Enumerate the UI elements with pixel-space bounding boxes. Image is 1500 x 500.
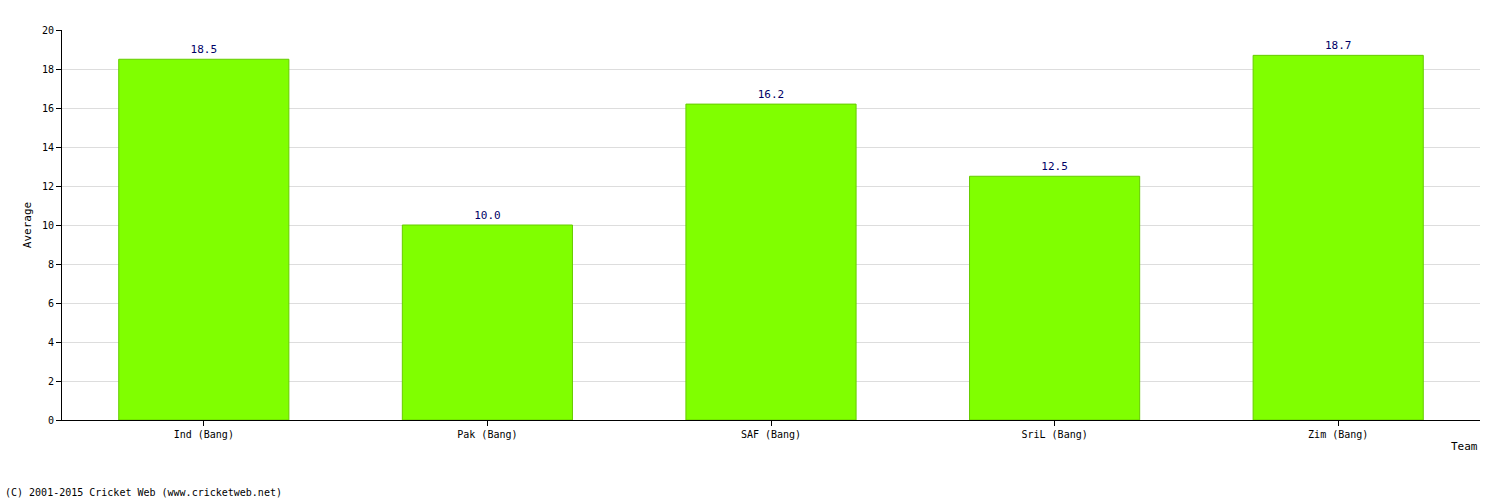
svg-text:16.2: 16.2 [758, 88, 785, 101]
svg-text:10.0: 10.0 [474, 209, 501, 222]
svg-text:2: 2 [48, 376, 54, 387]
svg-text:18.5: 18.5 [191, 43, 218, 56]
svg-text:12.5: 12.5 [1041, 160, 1068, 173]
svg-text:12: 12 [42, 181, 54, 192]
svg-text:Average: Average [21, 202, 34, 248]
svg-text:10: 10 [42, 220, 54, 231]
svg-text:Ind (Bang): Ind (Bang) [174, 429, 234, 440]
svg-text:6: 6 [48, 298, 54, 309]
svg-text:4: 4 [48, 337, 54, 348]
svg-text:Pak (Bang): Pak (Bang) [457, 429, 517, 440]
svg-text:18: 18 [42, 64, 54, 75]
svg-text:(C) 2001-2015 Cricket Web (www: (C) 2001-2015 Cricket Web (www.cricketwe… [5, 487, 282, 498]
svg-text:8: 8 [48, 259, 54, 270]
svg-text:Team: Team [1451, 440, 1478, 453]
svg-text:20: 20 [42, 25, 54, 36]
svg-text:14: 14 [42, 142, 54, 153]
svg-text:0: 0 [48, 415, 54, 426]
svg-text:SriL (Bang): SriL (Bang) [1021, 429, 1087, 440]
svg-text:Zim (Bang): Zim (Bang) [1308, 429, 1368, 440]
svg-text:18.7: 18.7 [1325, 39, 1352, 52]
svg-text:SAF (Bang): SAF (Bang) [741, 429, 801, 440]
svg-text:16: 16 [42, 103, 54, 114]
